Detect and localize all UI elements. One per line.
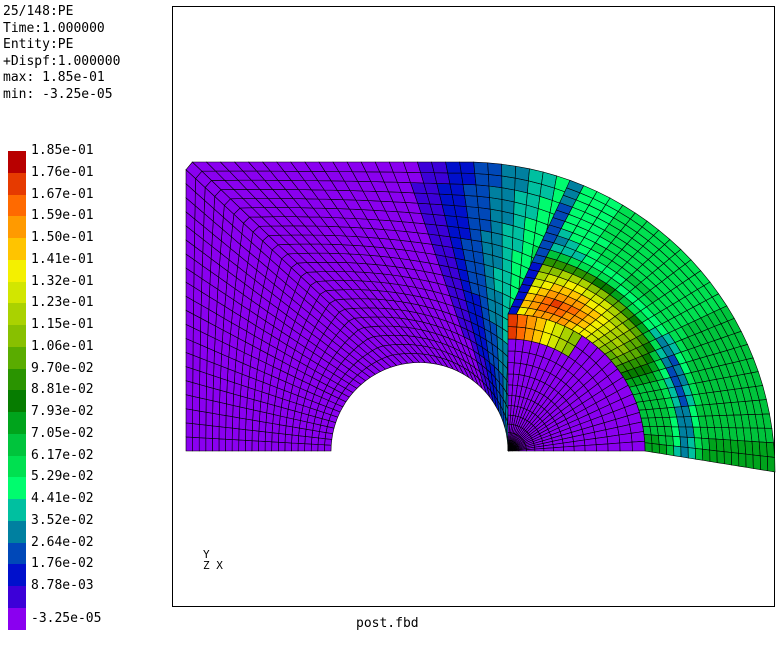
legend-label: 7.05e-02 <box>31 425 94 441</box>
legend-swatch <box>8 455 26 478</box>
legend-swatch <box>8 281 26 304</box>
legend-label: 8.78e-03 <box>31 578 94 593</box>
legend-label: 8.81e-02 <box>31 382 94 398</box>
axis-triad: Y Z X <box>203 549 223 571</box>
legend-swatch <box>8 390 26 412</box>
legend-swatch <box>8 216 26 238</box>
legend-swatch <box>8 303 26 325</box>
max-label: max: 1.85e-01 <box>3 70 105 85</box>
legend-label: 1.85e-01 <box>31 143 94 158</box>
legend-swatch <box>8 325 26 347</box>
model-viewport[interactable] <box>172 6 775 607</box>
legend-swatch <box>8 194 26 217</box>
legend-label: 1.59e-01 <box>31 208 94 224</box>
legend-label: 1.50e-01 <box>31 230 94 245</box>
min-label: min: -3.25e-05 <box>3 86 113 102</box>
legend-swatch <box>8 499 26 521</box>
legend-label: 1.32e-01 <box>31 273 94 289</box>
legend-label: 1.76e-01 <box>31 164 94 180</box>
axis-y-label: Y <box>203 548 210 561</box>
legend-label: 6.17e-02 <box>31 447 94 463</box>
legend-label: 1.23e-01 <box>31 295 94 311</box>
legend-swatch <box>8 433 26 456</box>
legend-label: 2.64e-02 <box>31 534 94 550</box>
legend-swatch <box>8 259 26 282</box>
legend-swatch <box>8 542 26 565</box>
legend-label: 1.41e-01 <box>31 251 94 267</box>
legend-swatch <box>8 172 26 195</box>
legend-swatch <box>8 151 26 173</box>
dispf-label: +Dispf:1.000000 <box>3 53 121 69</box>
legend-label: 4.41e-02 <box>31 491 94 506</box>
legend-label: 5.29e-02 <box>31 469 94 485</box>
legend-swatch <box>8 564 26 586</box>
legend-label: 1.15e-01 <box>31 317 94 332</box>
legend-label: 3.52e-02 <box>31 512 94 528</box>
legend-label: 9.70e-02 <box>31 360 94 376</box>
time-label: Time:1.000000 <box>3 20 105 36</box>
legend-swatch <box>8 238 26 260</box>
legend-swatch <box>8 586 26 608</box>
legend-swatch <box>8 520 26 543</box>
legend-swatch <box>8 412 26 434</box>
legend-label: 1.67e-01 <box>31 186 94 202</box>
legend-swatch <box>8 477 26 499</box>
legend-label: -3.25e-05 <box>31 610 102 626</box>
legend-swatch <box>8 368 26 391</box>
step-label: 25/148:PE <box>3 4 74 19</box>
legend-label: 1.06e-01 <box>31 338 94 354</box>
legend-label: 7.93e-02 <box>31 404 94 419</box>
result-info: 25/148:PE Time:1.000000 Entity:PE +Dispf:1.… <box>3 4 120 103</box>
axis-zx-label: Z X <box>203 559 223 572</box>
entity-label: Entity:PE <box>3 37 74 52</box>
filename-label: post.fbd <box>356 616 419 631</box>
legend-swatch <box>8 346 26 369</box>
legend-swatch <box>8 607 26 630</box>
legend-label: 1.76e-02 <box>31 556 94 572</box>
